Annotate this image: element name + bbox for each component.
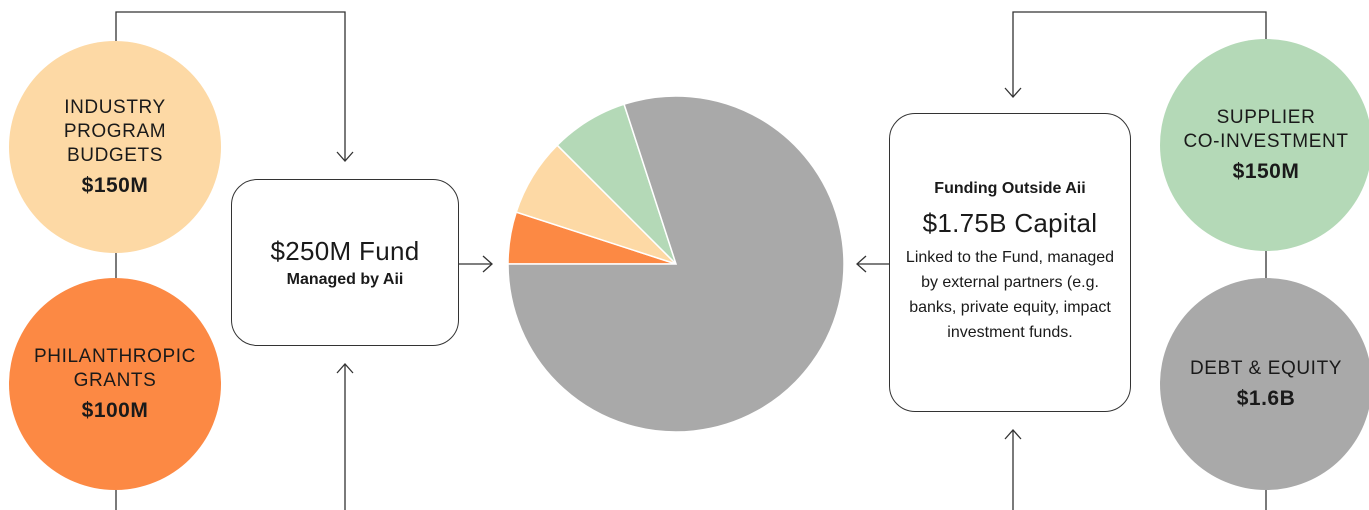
fund-title: $250M Fund <box>270 236 420 266</box>
philanthropic-label: PHILANTHROPIC GRANTS <box>34 346 196 391</box>
philanthropic-amount: $100M <box>81 399 149 422</box>
outside-capital: $1.75B Capital <box>922 208 1098 238</box>
supplier-co-investment-circle: SUPPLIER CO-INVESTMENT $150M <box>1160 39 1369 251</box>
arrowhead-up-outside <box>1004 429 1022 440</box>
fund-box: $250M Fund Managed by Aii <box>231 179 459 346</box>
industry-amount: $150M <box>81 174 149 197</box>
debt-label: DEBT & EQUITY <box>1189 358 1343 379</box>
connector-right-top <box>1012 11 1267 96</box>
arrowhead-down-fund <box>336 151 354 162</box>
industry-program-budgets-circle: INDUSTRY PROGRAM BUDGETS $150M <box>9 41 221 253</box>
outside-funding-box: Funding Outside Aii $1.75B Capital Linke… <box>889 113 1131 412</box>
outside-description: Linked to the Fund, managed by external … <box>905 249 1115 341</box>
debt-amount: $1.6B <box>1236 387 1296 410</box>
arrowhead-right-pie <box>482 255 493 273</box>
fund-subtitle: Managed by Aii <box>286 271 404 288</box>
arrowhead-up-fund <box>336 363 354 374</box>
arrowhead-left-pie <box>856 255 867 273</box>
supplier-label: SUPPLIER CO-INVESTMENT <box>1183 107 1349 152</box>
pie-slice-3 <box>507 96 845 433</box>
outside-heading: Funding Outside Aii <box>934 180 1086 197</box>
connector-left-top <box>115 11 346 160</box>
industry-label: INDUSTRY PROGRAM BUDGETS <box>63 97 167 166</box>
arrowhead-down-outside <box>1004 87 1022 98</box>
funding-pie-chart <box>507 96 845 433</box>
philanthropic-grants-circle: PHILANTHROPIC GRANTS $100M <box>9 278 221 490</box>
debt-equity-circle: DEBT & EQUITY $1.6B <box>1160 278 1369 490</box>
supplier-amount: $150M <box>1232 160 1300 183</box>
